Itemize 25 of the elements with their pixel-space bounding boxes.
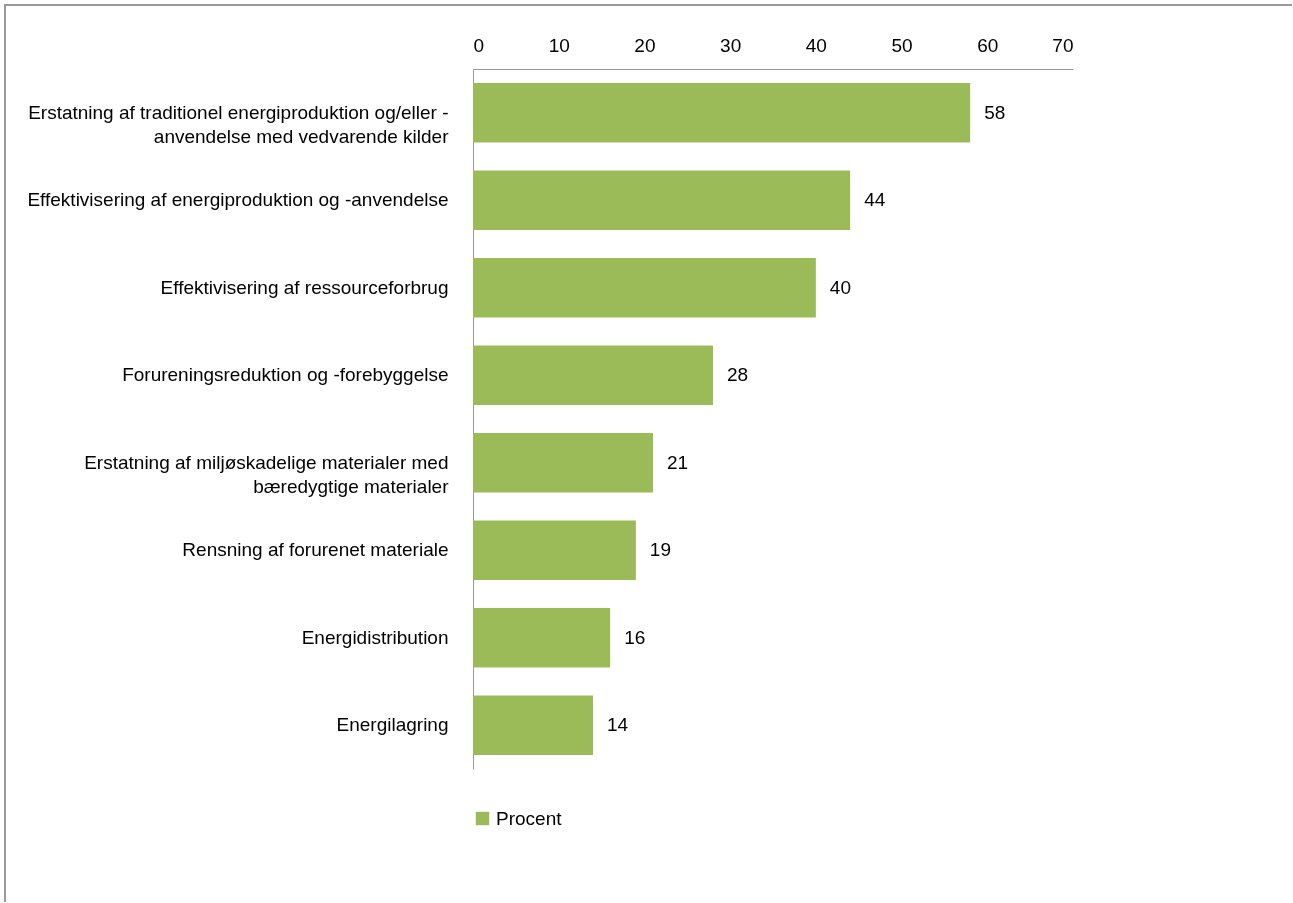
y-tick-label: Effektivisering af ressourceforbrug xyxy=(160,276,449,298)
x-tick-label: 40 xyxy=(805,34,827,56)
y-tick-label: Erstatning af miljøskadelige materialer med bæredygtige materialer xyxy=(84,451,450,497)
data-label: 44 xyxy=(864,189,886,211)
data-label: 21 xyxy=(667,451,689,473)
data-label: 58 xyxy=(984,101,1006,123)
y-tick-label: Energilagring xyxy=(336,714,449,736)
y-tick-label: Forureningsreduktion og -forebyggelse xyxy=(122,364,449,386)
x-tick-label: 30 xyxy=(720,34,742,56)
x-tick-label: 0 xyxy=(473,34,485,56)
y-tick-label: Rensning af forurenet materiale xyxy=(182,539,449,561)
x-tick-label: 70 xyxy=(1052,34,1074,56)
legend-label: Procent xyxy=(496,807,563,829)
x-tick-label: 10 xyxy=(548,34,570,56)
data-label: 19 xyxy=(649,539,671,561)
y-tick-label: Effektivisering af energiproduktion og -anvendelse xyxy=(27,189,449,211)
x-tick-label: 50 xyxy=(891,34,913,56)
y-tick-label: Erstatning af traditionel energiproduktion og/eller - anvendelse med vedvarende kilder xyxy=(28,101,450,147)
data-label: 40 xyxy=(829,276,851,298)
y-tick-label: Energidistribution xyxy=(301,626,449,648)
x-tick-label: 60 xyxy=(977,34,999,56)
data-label: 28 xyxy=(727,364,749,386)
x-tick-label: 20 xyxy=(634,34,656,56)
data-label: 14 xyxy=(607,714,629,736)
data-label: 16 xyxy=(624,626,646,648)
